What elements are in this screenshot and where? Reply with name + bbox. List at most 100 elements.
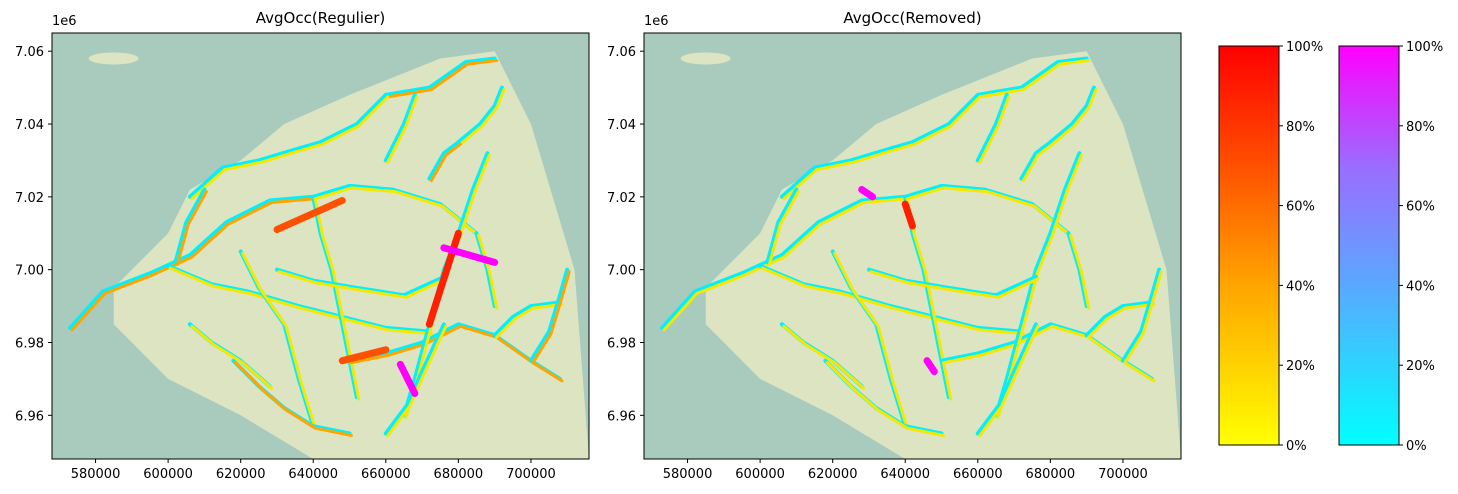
road-alt-route [173,187,207,265]
road-main-route [70,197,317,332]
congested-segment [440,244,499,266]
road-main-route [241,252,317,430]
road-alt-route [528,267,570,363]
x-tick-label: 660000 [953,467,1003,482]
chart-title: AvgOcc(Regulier) [256,9,386,27]
road-main-route [168,266,433,336]
road-alt-route [427,140,461,181]
road-main-route [386,59,499,99]
x-axis-ticks: 580000 600000 620000 640000 660000 680000 7000… [663,459,1148,482]
colorbar-magenta-scale: 0% 20% 40% 60% 80% 100% [1338,40,1443,454]
road-main-route [531,270,571,365]
road-main-route [978,324,1040,437]
y-tick-label: 7.02 [607,191,636,206]
y-tick-label: 7.04 [15,118,44,133]
colorbar-tick-label: 80% [1286,120,1315,135]
y-tick-label: 7.00 [607,264,636,279]
road-main-route [429,142,462,183]
plot-frame [643,32,1182,460]
y-axis-ticks: 6.96 6.98 7.00 7.02 7.04 7.06 [15,45,52,424]
x-tick-label: 700000 [1098,467,1148,482]
axis-offset-label: 1e6 [52,14,77,29]
island [88,52,139,65]
y-tick-label: 7.06 [15,45,44,60]
road-alt-route [1048,85,1096,145]
road-main-route [782,324,866,390]
road-main-route [833,252,909,430]
road-main-route [869,270,1040,299]
road-alt-route [1084,300,1154,338]
road-alt-route [1120,267,1162,363]
road-main-route [1069,233,1091,310]
x-tick-label: 580000 [71,467,121,482]
x-tick-label: 620000 [216,467,266,482]
y-tick-label: 6.96 [607,409,636,424]
road-main-route [782,95,982,201]
road-network [660,56,1163,437]
congested-segment [338,346,390,365]
road-main-route [277,270,448,299]
road-main-route [313,186,480,237]
y-axis-ticks: 6.96 6.98 7.00 7.02 7.04 7.06 [607,45,644,424]
plot-frame [51,32,590,460]
road-alt-route [1019,140,1053,181]
road-alt-route [311,194,359,400]
road-main-route [313,197,361,401]
colorbar-gradient [1218,45,1280,446]
colorbar-tick-label: 100% [1406,40,1443,55]
y-tick-label: 7.06 [607,45,636,60]
road-main-route [233,361,353,437]
road-alt-route [187,92,388,199]
axis-offset-label: 1e6 [644,14,669,29]
colorbar-tick-label: 40% [1406,279,1435,294]
x-tick-label: 640000 [288,467,338,482]
road-main-route [1021,142,1054,183]
road-main-route [458,88,506,146]
x-tick-label: 680000 [434,467,484,482]
road-alt-route [68,194,316,330]
colorbar-tick-label: 100% [1286,40,1323,55]
road-main-route [978,95,1011,164]
colorbar-tick-label: 80% [1406,120,1435,135]
colorbar-red-scale: 0% 20% 40% 60% 80% 100% [1218,40,1323,454]
colorbar-tick-label: 40% [1286,279,1315,294]
road-network [68,56,571,437]
x-tick-label: 640000 [880,467,930,482]
congested-segment [901,200,916,230]
x-tick-label: 660000 [361,467,411,482]
y-tick-label: 7.02 [15,191,44,206]
road-alt-route [975,322,1038,436]
y-tick-label: 7.00 [15,264,44,279]
road-alt-route [975,56,1089,97]
basemap [644,33,1181,459]
road-main-route [978,59,1091,99]
road-main-route [386,95,419,164]
congested-segment [396,360,419,397]
x-tick-label: 600000 [735,467,785,482]
map-panel-removed: 580000 600000 620000 640000 660000 680000 7000… [607,9,1182,482]
colorbar-ticks: 0% 20% 40% 60% 80% 100% [1399,40,1443,454]
road-alt-route [383,56,497,97]
road-main-route [905,186,1072,237]
colorbar-tick-label: 60% [1406,200,1435,215]
road-alt-route [456,85,504,145]
road-alt-route [779,92,980,199]
colorbar-tick-label: 0% [1286,439,1307,454]
road-main-route [662,197,909,332]
road-main-route [477,233,499,310]
colorbar-ticks: 0% 20% 40% 60% 80% 100% [1279,40,1323,454]
colorbar-tick-label: 0% [1406,439,1427,454]
island [680,52,731,65]
basemap [52,33,589,459]
x-tick-label: 700000 [506,467,556,482]
road-main-route [495,302,564,339]
road-alt-route [994,151,1082,418]
road-main-route [760,266,1025,336]
congested-segment [273,196,346,234]
road-main-route [825,361,945,437]
congested-segment [923,357,938,376]
road-alt-route [383,92,417,163]
colorbar-tick-label: 20% [1406,359,1435,374]
road-main-route [1050,88,1098,146]
x-tick-label: 680000 [1026,467,1076,482]
